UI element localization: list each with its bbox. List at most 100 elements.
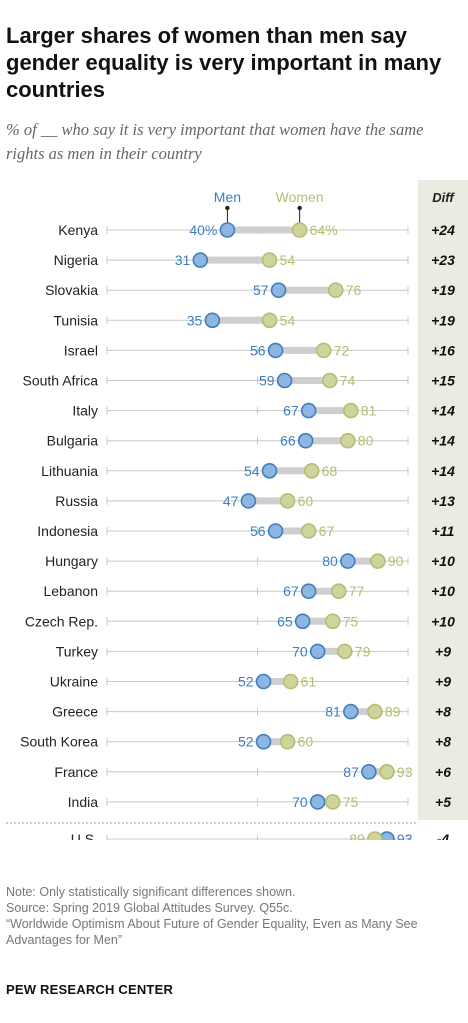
women-dot xyxy=(324,794,341,810)
women-value-label: 77 xyxy=(349,583,365,599)
women-value-label: 61 xyxy=(301,674,317,690)
women-value-label: 89 xyxy=(349,831,365,840)
men-dot xyxy=(219,222,236,238)
country-label: Indonesia xyxy=(37,523,98,539)
country-label: Bulgaria xyxy=(47,433,99,449)
women-value-label: 75 xyxy=(343,613,359,629)
legend-men-pointer-dot xyxy=(225,205,230,211)
men-dot xyxy=(361,763,377,780)
women-value-label: 76 xyxy=(346,282,362,298)
women-dot xyxy=(370,553,386,569)
men-value-label: 80 xyxy=(322,553,338,569)
men-dot xyxy=(267,523,284,539)
women-value-label: 67 xyxy=(319,523,335,539)
diff-value: +16 xyxy=(431,342,455,358)
men-dot xyxy=(309,794,326,810)
note-line: Note: Only statistically significant dif… xyxy=(6,885,296,899)
men-dot xyxy=(309,643,326,660)
women-dot xyxy=(291,222,308,238)
men-value-label: 59 xyxy=(259,373,275,389)
women-dot xyxy=(343,402,359,419)
country-label: Tunisia xyxy=(53,312,98,328)
women-dot xyxy=(321,372,338,389)
women-dot xyxy=(379,763,395,780)
women-dot xyxy=(279,733,296,750)
dot-plot: Diff Men Women Kenya 40% 64% +24 Nigeria 31 54 +23… xyxy=(6,180,468,840)
diff-value: +9 xyxy=(435,674,451,690)
legend-men: Men xyxy=(214,189,241,205)
men-value-label: 67 xyxy=(283,583,299,599)
women-value-label: 60 xyxy=(298,734,314,750)
legend-women-pointer-dot xyxy=(297,205,302,211)
men-value-label: 56 xyxy=(250,342,266,358)
women-value-label: 75 xyxy=(343,794,359,810)
women-value-label: 81 xyxy=(361,403,377,419)
men-value-label: 40% xyxy=(189,222,217,238)
country-label: South Korea xyxy=(20,734,98,750)
women-value-label: 79 xyxy=(355,643,371,659)
women-value-label: 93 xyxy=(397,764,413,780)
men-dot xyxy=(294,613,311,630)
women-dot xyxy=(282,673,299,690)
diff-value: +5 xyxy=(435,794,451,810)
men-dot xyxy=(240,493,257,509)
diff-header: Diff xyxy=(432,190,455,205)
men-value-label: 31 xyxy=(175,252,191,268)
diff-value: +13 xyxy=(431,493,455,509)
brand-label: PEW RESEARCH CENTER xyxy=(6,982,174,997)
men-dot xyxy=(276,372,293,389)
diff-value: +10 xyxy=(431,553,455,569)
diff-value: +24 xyxy=(431,222,455,238)
women-dot xyxy=(324,613,341,630)
men-dot xyxy=(192,252,209,268)
women-dot xyxy=(300,523,317,539)
men-value-label: 47 xyxy=(223,493,239,509)
diff-value: +6 xyxy=(435,764,451,780)
country-label: Lebanon xyxy=(43,583,98,599)
chart-title: Larger shares of women than men say gend… xyxy=(6,23,442,102)
men-value-label: 52 xyxy=(238,674,254,690)
diff-value: +11 xyxy=(432,523,455,539)
diff-value: +19 xyxy=(431,312,455,328)
women-value-label: 90 xyxy=(388,553,404,569)
country-label: Lithuania xyxy=(41,463,98,479)
country-label: U.S. xyxy=(71,831,98,840)
diff-value: +8 xyxy=(435,704,451,720)
diff-value: +23 xyxy=(431,252,455,268)
men-value-label: 70 xyxy=(292,643,308,659)
women-dot xyxy=(330,583,347,600)
men-dot xyxy=(300,583,317,600)
men-dot xyxy=(343,703,359,720)
men-dot xyxy=(204,312,221,329)
diff-value: +9 xyxy=(435,643,451,659)
women-value-label: 80 xyxy=(358,433,374,449)
women-dot xyxy=(303,462,320,479)
diff-value: +14 xyxy=(431,463,455,479)
men-dot xyxy=(339,553,356,569)
men-dot xyxy=(255,733,272,750)
diff-value: +15 xyxy=(431,373,455,389)
women-value-label: 89 xyxy=(385,704,401,720)
country-label: South Africa xyxy=(23,373,99,389)
country-label: Slovakia xyxy=(45,282,98,298)
women-dot xyxy=(339,432,356,449)
women-value-label: 72 xyxy=(334,342,350,358)
diff-value: +19 xyxy=(431,282,455,298)
country-label: Czech Rep. xyxy=(25,613,98,629)
men-value-label: 35 xyxy=(187,312,203,328)
men-value-label: 87 xyxy=(343,764,359,780)
men-dot xyxy=(255,673,272,690)
country-label: Ukraine xyxy=(50,674,98,690)
women-dot xyxy=(336,643,353,660)
women-value-label: 54 xyxy=(280,252,296,268)
country-label: France xyxy=(54,764,98,780)
men-value-label: 70 xyxy=(292,794,308,810)
diff-value: +14 xyxy=(431,433,455,449)
country-label: Kenya xyxy=(58,222,98,238)
women-dot xyxy=(261,252,278,268)
women-value-label: 64% xyxy=(310,222,338,238)
chart-subtitle: % of __ who say it is very important tha… xyxy=(6,120,424,163)
women-value-label: 60 xyxy=(298,493,314,509)
women-value-label: 68 xyxy=(322,463,338,479)
country-label: Nigeria xyxy=(54,252,99,268)
